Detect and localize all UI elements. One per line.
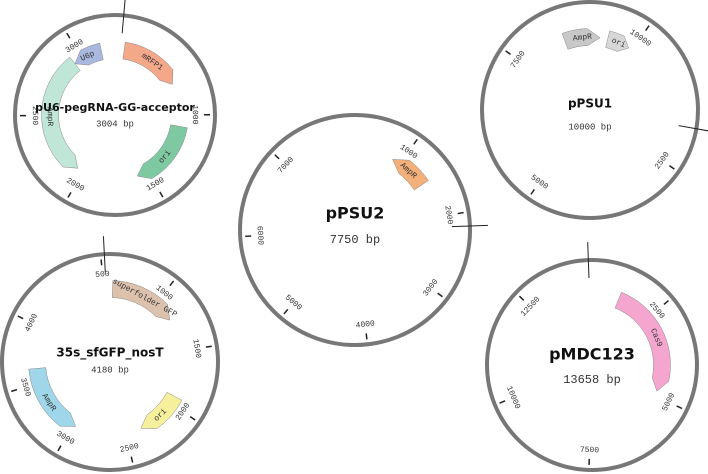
tick-mark [11, 388, 18, 393]
tick-label: 500 [95, 270, 110, 280]
tick-label: 2500 [119, 442, 140, 455]
plasmid-size: 3004 bp [96, 119, 134, 129]
tick-mark [66, 32, 71, 39]
feature-label: AmpR [572, 33, 592, 44]
tick-mark [518, 295, 525, 301]
tick-label: 10000 [628, 28, 653, 49]
tick-mark [413, 138, 418, 145]
plasmid-name: pMDC123 [549, 345, 635, 364]
plasmid-name: pPSU1 [568, 97, 612, 111]
tick-label: 3500 [18, 377, 32, 398]
plasmid-size: 4180 bp [91, 365, 129, 375]
tick-label: 6000 [255, 226, 265, 246]
feature-arrow [561, 28, 601, 50]
tick-label: 5000 [529, 173, 550, 192]
tick-label: 3000 [422, 277, 441, 298]
feature-arrow [74, 42, 104, 66]
tick-mark [645, 25, 650, 31]
plasmid-size: 10000 bp [568, 122, 611, 132]
tick-mark [274, 154, 280, 160]
tick-mark [189, 415, 196, 421]
tick-mark [437, 292, 443, 298]
feature-arrow [392, 159, 429, 191]
origin-line [121, 0, 126, 34]
plasmid-name: pPSU2 [326, 204, 385, 223]
feature-arrow [122, 41, 174, 85]
tick-mark [676, 405, 683, 410]
plasmid-size: 7750 bp [330, 233, 380, 247]
tick-mark [663, 300, 669, 306]
feature-arrow [140, 391, 183, 430]
tick-label: 4000 [355, 320, 375, 331]
plasmid-name: 35s_sfGFP_nosT [56, 346, 164, 361]
backbone [238, 113, 472, 347]
tick-mark [67, 191, 72, 198]
plasmid-size: 13658 bp [563, 373, 621, 387]
tick-mark [159, 191, 164, 198]
origin-line [587, 242, 590, 279]
backbone [0, 252, 220, 472]
plasmid-map: 5001000150020002500300035004000superfold… [0, 236, 220, 472]
tick-label: 1000 [190, 105, 199, 124]
feature-arrow [605, 30, 630, 52]
tick-label: 10000 [504, 385, 522, 411]
tick-mark [57, 445, 62, 452]
feature-label: AmpR [45, 107, 55, 127]
tick-mark [130, 456, 134, 463]
tick-label: 4000 [23, 312, 40, 333]
origin-line [678, 125, 708, 132]
plasmid-name: pU6-pegRNA-GG-acceptor [35, 101, 195, 114]
tick-label: 3000 [55, 430, 76, 448]
tick-mark [499, 400, 506, 404]
backbone [485, 258, 699, 472]
feature-arrow [614, 291, 671, 392]
tick-label: 2000 [65, 176, 86, 193]
tick-mark [505, 50, 511, 55]
tick-mark [283, 308, 289, 315]
origin-line [102, 236, 106, 273]
origin-line [451, 224, 488, 228]
tick-mark [530, 189, 535, 195]
feature-arrow [111, 280, 171, 321]
feature-arrow [41, 56, 81, 169]
tick-mark [457, 211, 464, 215]
tick-mark [365, 333, 368, 340]
tick-label: 2000 [442, 205, 454, 226]
tick-label: 1500 [190, 338, 202, 359]
tick-mark [169, 280, 175, 287]
tick-label: 5000 [283, 293, 304, 312]
tick-label: 7500 [580, 446, 600, 456]
tick-label: 5000 [661, 391, 678, 412]
tick-mark [17, 315, 24, 320]
tick-label: 1500 [145, 176, 166, 194]
tick-label: 2500 [30, 106, 39, 125]
tick-label: 7500 [509, 49, 528, 70]
tick-mark [669, 165, 675, 170]
tick-label: 2500 [653, 150, 672, 171]
backbone [480, 0, 700, 220]
backbone [13, 13, 217, 217]
feature-arrow [136, 124, 188, 179]
tick-mark [100, 259, 103, 266]
tick-label: 1000 [398, 143, 419, 161]
feature-arrow [28, 367, 77, 427]
tick-mark [205, 345, 212, 348]
